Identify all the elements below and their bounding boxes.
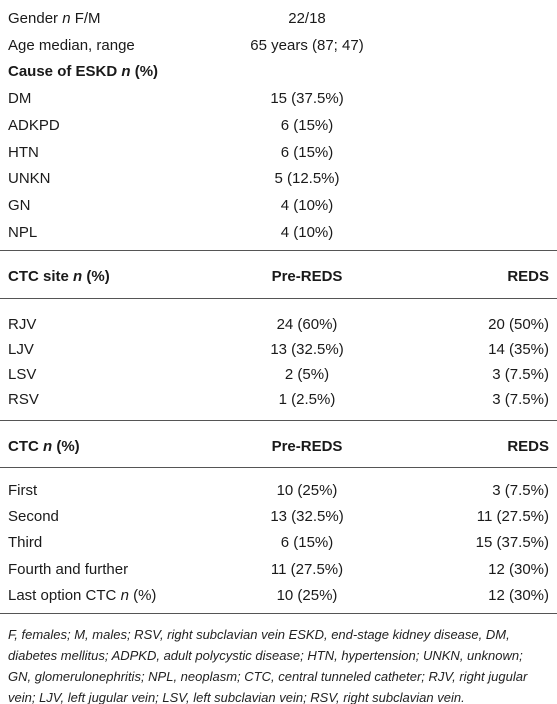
- section-header: CTC site n (%): [8, 267, 110, 287]
- label-part: HTN: [8, 143, 39, 161]
- label-part: Cause of ESKD: [8, 63, 122, 81]
- row-label: ADKPD: [8, 116, 60, 136]
- column-header: Pre-REDS: [271, 438, 343, 455]
- row-label: HTN: [8, 143, 39, 163]
- row-label: First: [8, 481, 37, 501]
- row-value: 13 (32.5%): [270, 508, 344, 526]
- rule: [0, 420, 557, 421]
- row-value: 14 (35%): [488, 341, 549, 358]
- row-value: 3 (7.5%): [492, 482, 549, 499]
- footnote: F, females; M, males; RSV, right subclav…: [8, 627, 528, 704]
- section-header: Cause of ESKD n (%): [8, 62, 158, 82]
- row-label: Fourth and further: [8, 560, 128, 580]
- section-header: CTC n (%): [8, 437, 80, 457]
- column-header: REDS: [507, 268, 549, 285]
- rule: [0, 250, 557, 251]
- label-part: CTC: [8, 438, 43, 455]
- label-part: GN: [8, 196, 31, 214]
- row-label: UNKN: [8, 169, 51, 189]
- row-value: 20 (50%): [488, 316, 549, 333]
- row-value: 6 (15%): [280, 534, 334, 552]
- row-value: 6 (15%): [280, 143, 334, 161]
- row-label: LJV: [8, 340, 34, 360]
- row-label: DM: [8, 89, 31, 109]
- row-value: 15 (37.5%): [475, 534, 549, 552]
- rule: [0, 613, 557, 614]
- label-part: F/M: [70, 10, 101, 27]
- label-part: DM: [8, 90, 32, 108]
- row-value: 12 (30%): [488, 560, 549, 578]
- label-part: Third: [8, 534, 43, 552]
- label-part: Fourth and further: [8, 560, 129, 578]
- row-label: NPL: [8, 223, 37, 243]
- italic-symbol: n: [43, 438, 53, 455]
- row-label: LSV: [8, 365, 36, 385]
- row-label: Gender n F/M: [8, 9, 101, 29]
- row-label: RSV: [8, 390, 39, 410]
- label-part: (%): [130, 63, 159, 81]
- row-value: 11 (27.5%): [476, 508, 549, 526]
- label-part: (%): [82, 268, 110, 285]
- label-part: NPL: [8, 223, 38, 241]
- label-part: Gender: [8, 10, 63, 27]
- italic-symbol: n: [62, 10, 71, 27]
- row-value: 22/18: [288, 10, 326, 27]
- label-part: UNKN: [8, 170, 51, 188]
- row-value: 13 (32.5%): [270, 341, 344, 358]
- rule: [0, 467, 557, 468]
- label-part: RJV: [8, 316, 37, 333]
- italic-symbol: n: [73, 268, 83, 285]
- label-part: Second: [8, 508, 59, 526]
- label-part: First: [8, 482, 38, 499]
- row-value: 3 (7.5%): [492, 366, 549, 383]
- rule: [0, 298, 557, 299]
- row-value: 10 (25%): [276, 482, 338, 499]
- row-label: Last option CTC n (%): [8, 586, 156, 606]
- label-part: LJV: [8, 341, 34, 358]
- row-value: 12 (30%): [488, 586, 549, 604]
- column-header: Pre-REDS: [271, 268, 343, 285]
- row-value: 11 (27.5%): [270, 560, 344, 578]
- row-value: 4 (10%): [280, 196, 334, 214]
- label-part: CTC site: [8, 268, 74, 285]
- label-part: Age median, range: [8, 36, 135, 54]
- italic-symbol: n: [121, 63, 131, 81]
- row-label: Third: [8, 533, 42, 553]
- row-value: 10 (25%): [276, 586, 338, 604]
- row-value: 4 (10%): [280, 223, 334, 241]
- row-value: 15 (37.5%): [270, 90, 344, 108]
- label-part: LSV: [8, 366, 37, 383]
- row-value: 3 (7.5%): [492, 391, 549, 408]
- label-part: Last option CTC: [8, 586, 121, 604]
- row-label: GN: [8, 196, 31, 216]
- row-label: RJV: [8, 315, 36, 335]
- row-value: 24 (60%): [276, 316, 338, 333]
- label-part: (%): [128, 586, 157, 604]
- label-part: RSV: [8, 391, 39, 408]
- row-label: Age median, range: [8, 36, 135, 56]
- row-value: 65 years (87; 47): [250, 36, 364, 54]
- row-value: 5 (12.5%): [274, 170, 340, 188]
- row-value: 2 (5%): [284, 366, 330, 383]
- row-label: Second: [8, 507, 59, 527]
- italic-symbol: n: [120, 586, 129, 604]
- row-value: 1 (2.5%): [278, 391, 336, 408]
- label-part: (%): [52, 438, 80, 455]
- column-header: REDS: [507, 438, 549, 455]
- row-value: 6 (15%): [280, 116, 334, 134]
- label-part: ADKPD: [8, 116, 60, 134]
